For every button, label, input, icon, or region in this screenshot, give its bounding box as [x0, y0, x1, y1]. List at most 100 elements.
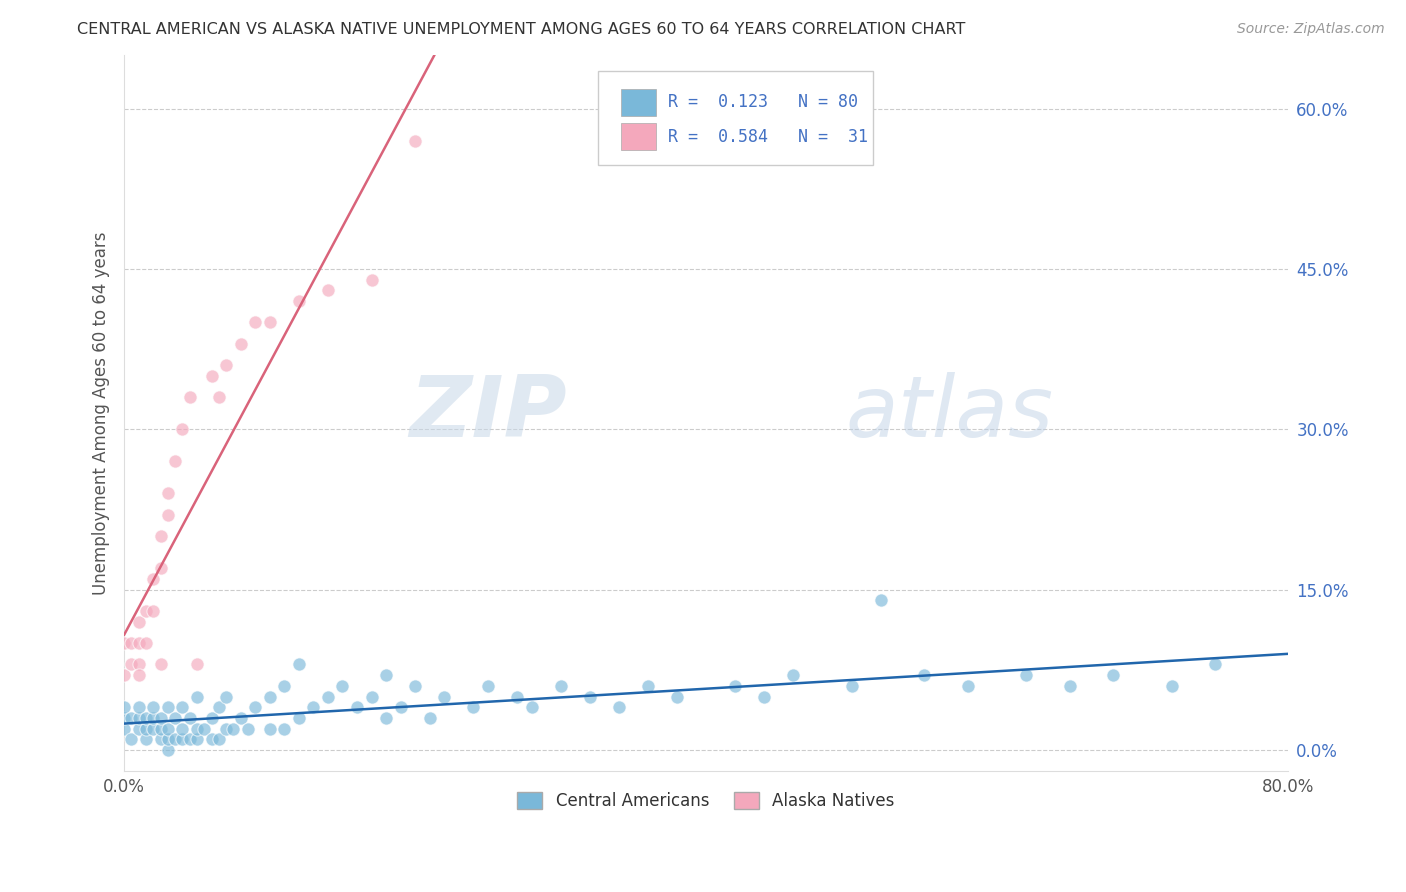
Point [149, 722, 172, 736]
Point [520, 700, 543, 714]
Point [360, 690, 382, 704]
Point [112, 711, 135, 725]
Point [332, 679, 354, 693]
Point [316, 690, 339, 704]
Point [165, 454, 187, 468]
Point [912, 668, 935, 682]
Text: CENTRAL AMERICAN VS ALASKA NATIVE UNEMPLOYMENT AMONG AGES 60 TO 64 YEARS CORRELA: CENTRAL AMERICAN VS ALASKA NATIVE UNEMPL… [77, 22, 966, 37]
Point [1160, 679, 1182, 693]
Point [419, 711, 441, 725]
Point [179, 732, 201, 747]
Point [149, 561, 172, 575]
Point [142, 604, 165, 618]
Point [193, 722, 215, 736]
Point [179, 390, 201, 404]
Y-axis label: Unemployment Among Ages 60 to 64 years: Unemployment Among Ages 60 to 64 years [93, 232, 110, 595]
Point [135, 711, 157, 725]
Point [754, 690, 776, 704]
Point [200, 732, 222, 747]
Point [128, 615, 150, 629]
Point [288, 711, 311, 725]
Point [128, 700, 150, 714]
Text: R =  0.584   N =  31: R = 0.584 N = 31 [668, 128, 868, 145]
Point [112, 636, 135, 650]
Point [375, 711, 398, 725]
Point [215, 690, 238, 704]
Point [165, 732, 187, 747]
Text: Source: ZipAtlas.com: Source: ZipAtlas.com [1237, 22, 1385, 37]
Point [142, 700, 165, 714]
Point [433, 690, 456, 704]
Point [156, 700, 179, 714]
Point [578, 690, 600, 704]
Point [112, 722, 135, 736]
Point [142, 711, 165, 725]
Point [666, 690, 689, 704]
Point [172, 722, 194, 736]
Point [179, 711, 201, 725]
Point [156, 486, 179, 500]
Point [389, 700, 412, 714]
Point [186, 690, 208, 704]
Point [229, 336, 252, 351]
FancyBboxPatch shape [621, 123, 657, 151]
Point [956, 679, 979, 693]
Point [259, 722, 281, 736]
Point [149, 529, 172, 543]
Point [782, 668, 804, 682]
Point [273, 679, 295, 693]
Point [165, 711, 187, 725]
Point [477, 679, 499, 693]
Point [135, 604, 157, 618]
Point [135, 732, 157, 747]
Point [243, 315, 266, 329]
Point [172, 700, 194, 714]
Point [316, 283, 339, 297]
Point [259, 690, 281, 704]
Point [156, 743, 179, 757]
Point [463, 700, 485, 714]
FancyBboxPatch shape [621, 89, 657, 116]
Point [172, 732, 194, 747]
Point [288, 293, 311, 308]
Point [156, 508, 179, 522]
Point [243, 700, 266, 714]
Point [128, 711, 150, 725]
Point [506, 690, 529, 704]
Point [259, 315, 281, 329]
Point [229, 711, 252, 725]
Text: ZIP: ZIP [409, 372, 567, 455]
Point [135, 722, 157, 736]
Point [208, 732, 231, 747]
Point [637, 679, 659, 693]
Point [1102, 668, 1125, 682]
Text: R =  0.123   N = 80: R = 0.123 N = 80 [668, 94, 858, 112]
Point [128, 636, 150, 650]
Point [121, 711, 143, 725]
Point [1015, 668, 1038, 682]
Point [128, 668, 150, 682]
Point [1204, 657, 1226, 672]
Point [1059, 679, 1081, 693]
Point [149, 711, 172, 725]
Point [156, 732, 179, 747]
Legend: Central Americans, Alaska Natives: Central Americans, Alaska Natives [510, 785, 901, 817]
Point [302, 700, 325, 714]
Point [550, 679, 572, 693]
Point [607, 700, 630, 714]
Point [149, 657, 172, 672]
Point [208, 390, 231, 404]
Point [149, 732, 172, 747]
Point [172, 422, 194, 436]
Point [186, 657, 208, 672]
Point [142, 572, 165, 586]
Point [121, 636, 143, 650]
Text: atlas: atlas [846, 372, 1053, 455]
Point [404, 134, 426, 148]
Point [186, 732, 208, 747]
Point [156, 722, 179, 736]
Point [128, 657, 150, 672]
Point [121, 657, 143, 672]
Point [121, 732, 143, 747]
Point [135, 636, 157, 650]
